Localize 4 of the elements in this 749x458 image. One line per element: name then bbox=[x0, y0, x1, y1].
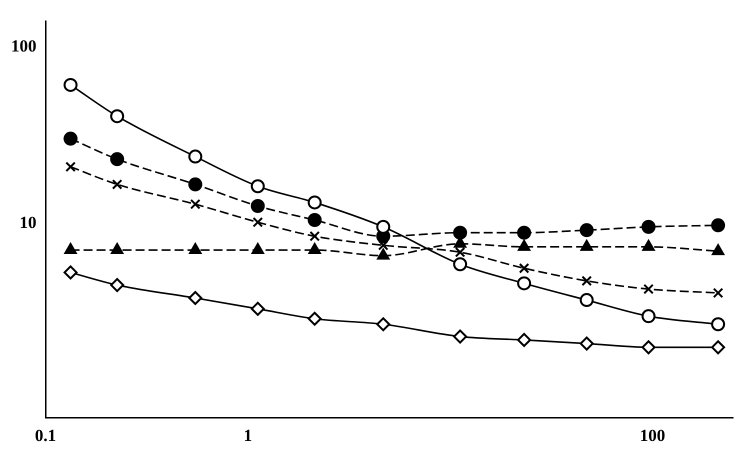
x-tick-label: 1 bbox=[244, 426, 252, 446]
x-tick-label: 0.1 bbox=[34, 426, 56, 446]
y-tick-label: 10 bbox=[20, 213, 36, 232]
x-tick-label: 100 bbox=[640, 426, 666, 446]
